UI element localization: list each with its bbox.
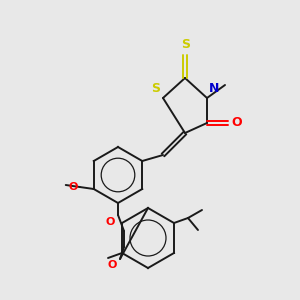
- Text: O: O: [231, 116, 242, 130]
- Text: S: S: [151, 82, 160, 95]
- Text: O: O: [106, 217, 115, 227]
- Text: O: O: [108, 260, 117, 270]
- Text: N: N: [209, 82, 219, 95]
- Text: S: S: [182, 38, 190, 51]
- Text: O: O: [68, 182, 78, 192]
